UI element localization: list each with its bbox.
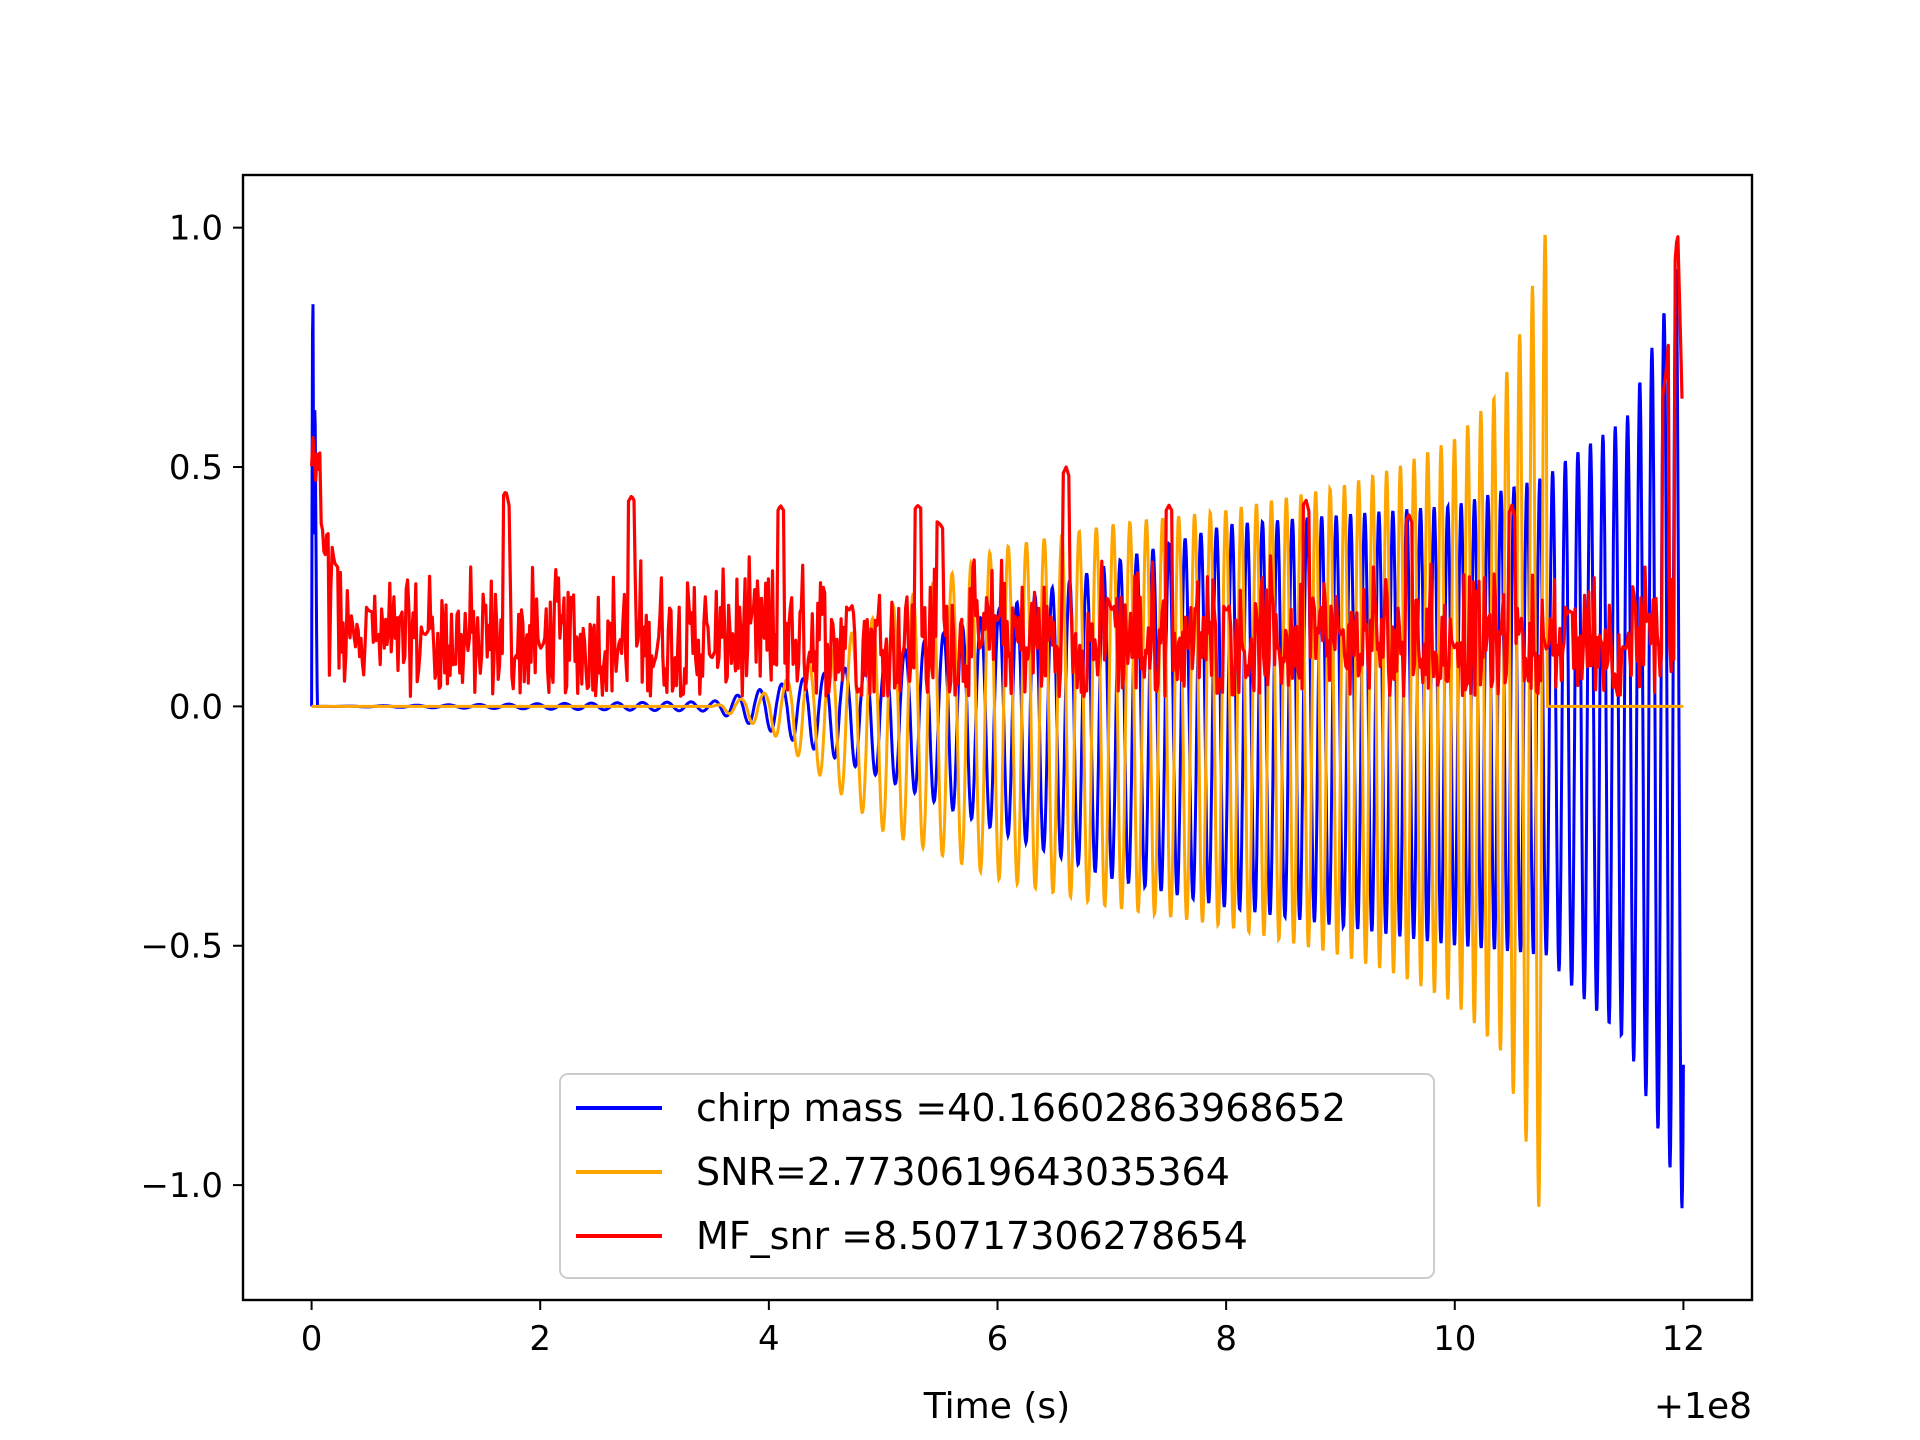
x-tick-label: 6 <box>987 1319 1009 1359</box>
series-line-chirp-mass <box>310 269 1685 1209</box>
legend-box <box>559 1073 1435 1279</box>
y-axis: 1.0 0.5 0.0 −0.5 −1.0 <box>140 209 243 1206</box>
series-line-mf-snr <box>310 235 1684 699</box>
x-tick-label: 0 <box>301 1319 323 1359</box>
x-tick-label: 12 <box>1662 1319 1705 1359</box>
y-tick-label: 0.5 <box>169 448 223 488</box>
x-tick-label: 2 <box>529 1319 551 1359</box>
y-tick-label: 0.0 <box>169 687 223 727</box>
y-tick-label: −1.0 <box>140 1166 223 1206</box>
x-axis-offset-label: +1e8 <box>1654 1386 1752 1427</box>
x-tick-label: 4 <box>758 1319 780 1359</box>
series-line-snr <box>311 234 1684 1207</box>
x-axis: 0 2 4 6 8 10 12 <box>301 1300 1705 1359</box>
legend-label-mf-snr: MF_snr =8.50717306278654 <box>696 1214 1248 1258</box>
series-layer <box>310 234 1685 1209</box>
legend-label-chirp-mass: chirp mass =40.16602863968652 <box>696 1086 1346 1130</box>
x-tick-label: 10 <box>1433 1319 1476 1359</box>
y-tick-label: −0.5 <box>140 927 223 967</box>
y-tick-label: 1.0 <box>169 209 223 249</box>
x-tick-label: 8 <box>1215 1319 1237 1359</box>
legend: chirp mass =40.16602863968652 SNR=2.7730… <box>559 1073 1435 1279</box>
legend-label-snr: SNR=2.7730619643035364 <box>696 1150 1230 1194</box>
x-axis-label: Time (s) <box>923 1386 1070 1427</box>
